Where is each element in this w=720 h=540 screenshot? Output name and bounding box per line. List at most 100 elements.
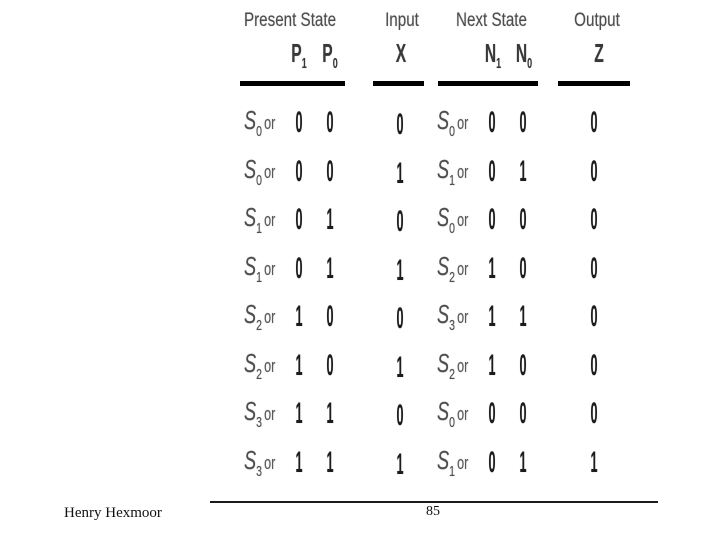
next-state-label: S0 or <box>437 398 468 430</box>
state-transition-table: Present State Input Next State Output P1… <box>210 0 670 505</box>
present-state-underline <box>240 81 345 86</box>
state-symbol: S <box>437 105 450 136</box>
state-symbol: S <box>244 250 257 281</box>
present-state-label: S0 or <box>244 107 275 139</box>
present-state-label: S2 or <box>244 350 275 382</box>
present-p0-bit: 1 <box>326 445 334 479</box>
present-state-label: S2 or <box>244 301 275 333</box>
state-or-text: or <box>264 161 276 182</box>
state-or-text: or <box>457 355 469 376</box>
state-subscript: 0 <box>449 123 455 141</box>
next-n1-bit: 1 <box>488 251 496 285</box>
next-n1-bit: 0 <box>488 203 496 237</box>
state-subscript: 1 <box>256 268 262 286</box>
present-p0-bit: 0 <box>326 106 334 140</box>
slide-number: 85 <box>426 504 440 519</box>
table-row: S3 or 1 1 1 S1 or 0 1 1 <box>210 439 670 488</box>
col-header-p1: P1 <box>290 40 308 71</box>
input-x-bit: 0 <box>396 108 404 142</box>
present-p0-bit: 0 <box>326 154 334 188</box>
col-header-p1-base: P <box>291 38 302 68</box>
column-group-next-state: Next State <box>456 10 527 31</box>
table-row: S0 or 0 0 1 S1 or 0 1 0 <box>210 148 670 197</box>
state-subscript: 0 <box>256 123 262 141</box>
state-symbol: S <box>244 347 257 378</box>
state-symbol: S <box>244 105 257 136</box>
state-subscript: 1 <box>256 220 262 238</box>
col-header-n0: N0 <box>515 40 533 71</box>
present-p0-bit: 1 <box>326 397 334 431</box>
state-subscript: 2 <box>449 365 455 383</box>
state-subscript: 0 <box>449 414 455 432</box>
state-or-text: or <box>264 404 276 425</box>
present-state-label: S1 or <box>244 204 275 236</box>
next-n0-bit: 0 <box>519 203 527 237</box>
state-symbol: S <box>244 444 257 475</box>
next-state-label: S2 or <box>437 350 468 382</box>
present-p1-bit: 0 <box>295 106 303 140</box>
input-x-bit: 1 <box>396 253 404 287</box>
next-n1-bit: 1 <box>488 348 496 382</box>
table-row: S1 or 0 1 0 S0 or 0 0 0 <box>210 196 670 245</box>
present-p1-bit: 0 <box>295 203 303 237</box>
next-state-label: S2 or <box>437 253 468 285</box>
table-row: S1 or 0 1 1 S2 or 1 0 0 <box>210 245 670 294</box>
present-p0-bit: 1 <box>326 251 334 285</box>
next-n1-bit: 0 <box>488 106 496 140</box>
present-p1-bit: 1 <box>295 397 303 431</box>
state-symbol: S <box>244 396 257 427</box>
next-state-label: S0 or <box>437 204 468 236</box>
present-p1-bit: 0 <box>295 154 303 188</box>
state-subscript: 2 <box>449 268 455 286</box>
col-header-n1-base: N <box>484 38 497 68</box>
next-state-label: S3 or <box>437 301 468 333</box>
next-n0-bit: 0 <box>519 397 527 431</box>
state-subscript: 3 <box>256 462 262 480</box>
col-header-p0-base: P <box>322 38 333 68</box>
present-state-label: S0 or <box>244 156 275 188</box>
next-n0-bit: 0 <box>519 348 527 382</box>
output-z-bit: 0 <box>590 348 598 382</box>
col-header-n0-sub: 0 <box>527 55 533 72</box>
col-header-p0: P0 <box>321 40 339 71</box>
output-z-bit: 0 <box>590 300 598 334</box>
state-symbol: S <box>437 396 450 427</box>
state-or-text: or <box>457 452 469 473</box>
present-state-label: S1 or <box>244 253 275 285</box>
col-header-n0-base: N <box>515 38 528 68</box>
state-or-text: or <box>457 113 469 134</box>
column-group-present-state: Present State <box>243 10 337 31</box>
state-symbol: S <box>437 347 450 378</box>
col-header-n1: N1 <box>484 40 502 71</box>
present-state-label: S3 or <box>244 398 275 430</box>
next-state-underline <box>438 81 538 86</box>
input-x-bit: 1 <box>396 156 404 190</box>
present-p1-bit: 0 <box>295 251 303 285</box>
present-p0-bit: 0 <box>326 348 334 382</box>
input-x-bit: 1 <box>396 447 404 481</box>
state-or-text: or <box>264 355 276 376</box>
input-x-bit: 0 <box>396 205 404 239</box>
next-n1-bit: 1 <box>488 300 496 334</box>
present-p1-bit: 1 <box>295 300 303 334</box>
output-z-bit: 0 <box>590 203 598 237</box>
state-subscript: 2 <box>256 365 262 383</box>
next-state-label: S1 or <box>437 156 468 188</box>
input-x-bit: 0 <box>396 399 404 433</box>
state-subscript: 0 <box>449 220 455 238</box>
table-row: S3 or 1 1 0 S0 or 0 0 0 <box>210 390 670 439</box>
state-or-text: or <box>457 161 469 182</box>
footer-divider <box>210 501 658 503</box>
col-header-p0-sub: 0 <box>332 55 338 72</box>
next-state-label: S1 or <box>437 447 468 479</box>
present-p0-bit: 0 <box>326 300 334 334</box>
state-subscript: 2 <box>256 317 262 335</box>
col-header-z: Z <box>594 38 604 68</box>
table-row: S2 or 1 0 0 S3 or 1 1 0 <box>210 293 670 342</box>
table-body: S0 or 0 0 0 S0 or 0 0 0 S0 or 0 0 1 S1 or 0 … <box>210 99 670 487</box>
footer-author: Henry Hexmoor <box>64 505 162 521</box>
output-z-bit: 0 <box>590 251 598 285</box>
table-row: S0 or 0 0 0 S0 or 0 0 0 <box>210 99 670 148</box>
col-header-x: X <box>395 38 407 68</box>
col-header-p1-sub: 1 <box>301 55 307 72</box>
